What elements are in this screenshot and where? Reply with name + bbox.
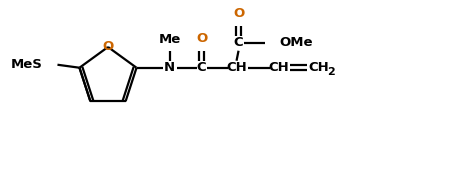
Text: CH: CH [308,61,329,74]
Text: CH: CH [268,61,289,74]
Text: C: C [197,61,207,74]
Text: 2: 2 [327,67,334,77]
Text: MeS: MeS [10,58,43,71]
Text: C: C [234,36,243,49]
Text: N: N [164,61,175,74]
Text: Me: Me [159,33,181,46]
Text: OMe: OMe [280,36,313,49]
Text: O: O [102,40,114,52]
Text: CH: CH [226,61,247,74]
Text: O: O [196,32,207,45]
Text: O: O [233,7,244,20]
